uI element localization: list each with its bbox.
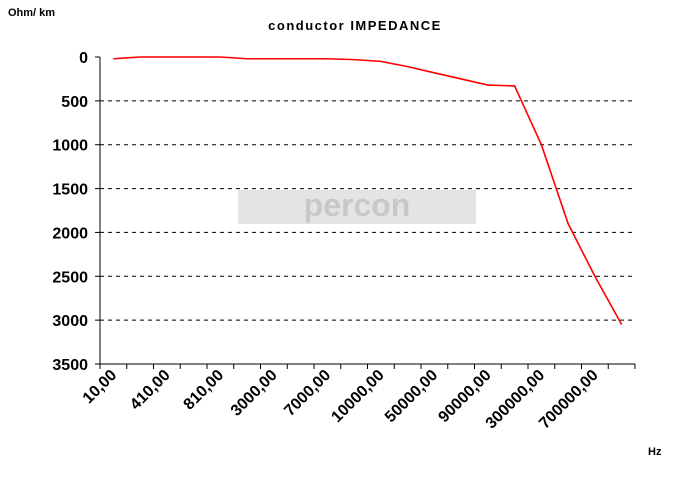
y-tick-label: 2500 xyxy=(52,269,88,286)
y-tick-label: 0 xyxy=(79,50,88,67)
y-tick-label: 2000 xyxy=(52,225,88,242)
x-tick-label: 410,00 xyxy=(127,367,174,414)
chart-title: conductor IMPEDANCE xyxy=(268,18,442,33)
x-tick-label: 50000,00 xyxy=(382,367,441,426)
x-tick-label: 3000,00 xyxy=(228,367,281,420)
y-axis-label: Ohm/ km xyxy=(8,7,55,19)
y-tick-label: 3000 xyxy=(52,313,88,330)
x-tick-label: 10000,00 xyxy=(328,367,387,426)
y-tick-label: 500 xyxy=(61,94,88,111)
y-tick-label: 3500 xyxy=(52,357,88,374)
line-series xyxy=(113,56,623,325)
y-tick-label: 1000 xyxy=(52,138,88,155)
x-tick-label: 700000,00 xyxy=(536,367,602,433)
x-tick-label: 810,00 xyxy=(181,367,228,414)
x-tick-label: 7000,00 xyxy=(281,367,334,420)
watermark: percon xyxy=(304,187,411,223)
watermark-box xyxy=(238,190,476,224)
y-tick-label: 1500 xyxy=(52,182,88,199)
x-axis-label: Hz xyxy=(648,446,662,458)
